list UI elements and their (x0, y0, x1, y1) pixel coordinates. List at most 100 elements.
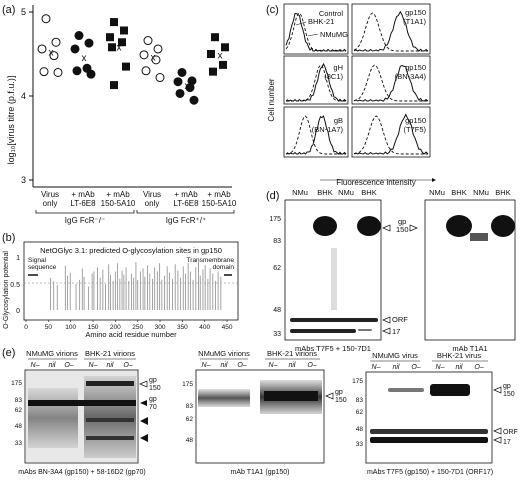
data-point-filled-circle (71, 45, 79, 53)
band-bhk-gp150-1 (313, 216, 337, 236)
e3-lane-4: N– (436, 364, 445, 371)
data-point-open-circle (140, 51, 148, 59)
e2-header-right: BHK-21 virions (267, 349, 317, 358)
e1-gp70-arrowhead (140, 400, 147, 406)
group-label-2a: + mAb (71, 190, 95, 199)
e1-gp150-arrowhead (140, 381, 147, 387)
e2-gp150-label-1: gp (335, 389, 343, 396)
hist-label-bn3a4-2: (BN-3A4) (395, 72, 427, 81)
data-point-open-circle (42, 15, 50, 23)
signal-label-1: Signal (28, 257, 47, 264)
e2-lane-4: N– (269, 362, 278, 369)
b-y-tick-1: 1 (16, 255, 20, 262)
data-point-open-circle (156, 74, 164, 82)
e1-gp150-label-2: 150 (149, 385, 161, 392)
d-lane-1: NMu (292, 188, 308, 197)
band-orf-row (290, 318, 378, 322)
e1-gp70-label-1: gp (149, 396, 157, 403)
panel-a: (a) log₁₀[virus titre (p.f.u.)] 5 4 3 xx… (2, 4, 237, 225)
legend-bhk: BHK-21 (308, 17, 334, 26)
data-point-filled-circle (190, 96, 198, 104)
e1-lane-2: nil (48, 362, 55, 369)
group-label-5b: LT-6E8 (173, 199, 199, 208)
e1-lane-5: nil (106, 362, 113, 369)
panel-a-y-label: log₁₀[virus titre (p.f.u.)] (6, 76, 16, 165)
e2-nmumg-band (198, 389, 250, 407)
hist-label-bn3a4-1: gp150 (405, 63, 426, 72)
e3-gp150-label-1: gp (503, 383, 511, 390)
group-label-1a: Virus (41, 190, 59, 199)
e1-lane-6: O– (123, 362, 132, 369)
panel-b-letter: (b) (2, 232, 15, 244)
e3-gp150-band (430, 384, 470, 396)
data-point-square (120, 26, 128, 34)
hist-label-t1a1-2: (T1A1) (403, 17, 426, 26)
d-mw-83: 83 (273, 238, 281, 245)
bracket-left (36, 210, 134, 213)
e1-header-right: BHK-21 virions (85, 349, 135, 358)
data-point-square (219, 61, 227, 69)
e1-arrow-4 (140, 434, 148, 442)
band-bhk-gp150-2 (357, 216, 381, 236)
e1-mw-48: 48 (15, 423, 23, 430)
panel-c: (c) Cell number Fluorescence intensity C… (266, 4, 436, 187)
e1-gp70-band (28, 400, 136, 406)
data-point-square (209, 68, 217, 76)
x-tick-label: 0 (24, 324, 28, 331)
data-point-filled-circle (174, 78, 182, 86)
data-point-filled-circle (85, 39, 93, 47)
data-point-square (110, 18, 118, 26)
data-point-filled-circle (75, 32, 83, 40)
band-t1a1-2 (491, 215, 515, 237)
hist-label-t7f5-2: (T7F5) (404, 125, 427, 134)
panel-e: (e) NMuMG virions BHK-21 virions N– nil … (2, 347, 518, 476)
d-mw-33: 33 (273, 331, 281, 338)
d-lane-3: NMu (338, 188, 354, 197)
group-label-3b: 150-5A10 (101, 199, 136, 208)
e3-frame (366, 372, 492, 463)
band-t1a1-1 (446, 215, 472, 237)
e3-mw-175: 175 (352, 378, 363, 385)
bracket-right (137, 210, 234, 213)
blot-e3: NMuMG virus BHK-21 virus N– nil O– N– ni… (352, 351, 518, 476)
mean-marker: x (117, 42, 122, 53)
data-point-square (122, 63, 130, 71)
hist-label-t1a1-1: gp150 (405, 8, 426, 17)
panel-b: (b) NetOGlyc 3.1: predicted O-glycosylat… (2, 232, 238, 339)
e3-orf-label: ORF (503, 429, 518, 436)
tm-label-1: Transmembrane (187, 257, 235, 264)
e2-header-left: NMuMG virions (198, 349, 250, 358)
d-mw-62: 62 (273, 265, 281, 272)
e1-gp70-label-2: 70 (149, 404, 157, 411)
hist-label-bn1a7-2: (BN-1A7) (312, 125, 344, 134)
e1-caption: mAbs BN-3A4 (gp150) + 58-16D2 (gp70) (18, 469, 145, 476)
group-label-4a: Virus (143, 190, 161, 199)
y-tick-4: 4 (21, 91, 26, 101)
e3-mw-48: 48 (356, 426, 364, 433)
panel-b-y-label: O-Glycosylation potential (3, 251, 10, 329)
d-gp150-arrowhead-right (410, 225, 417, 231)
data-point-open-circle (54, 68, 62, 76)
mean-marker: x (151, 52, 156, 63)
e3-17-label: 17 (503, 439, 511, 446)
data-point-open-circle (142, 67, 150, 75)
d-17-label: 17 (392, 327, 400, 336)
hist-label-8c1-1: gH (333, 63, 343, 72)
mean-marker: x (82, 53, 87, 64)
data-point-open-circle (38, 45, 46, 53)
data-point-open-circle (52, 38, 60, 46)
d-mw-175: 175 (269, 216, 281, 223)
e3-lane-2: nil (392, 364, 399, 371)
e2-lane-3: O– (237, 362, 246, 369)
data-point-filled-circle (87, 70, 95, 78)
group-label-4b: only (145, 199, 160, 208)
group-label-6b: 150-5A10 (202, 199, 237, 208)
hist-label-8c1-2: (8C1) (324, 72, 343, 81)
mean-marker: x (218, 51, 223, 62)
panel-a-letter: (a) (2, 4, 15, 16)
e3-mw-83: 83 (356, 397, 364, 404)
e1-mw-175: 175 (11, 380, 22, 387)
group-label-3a: + mAb (106, 190, 130, 199)
e2-mw-175: 175 (182, 381, 193, 388)
